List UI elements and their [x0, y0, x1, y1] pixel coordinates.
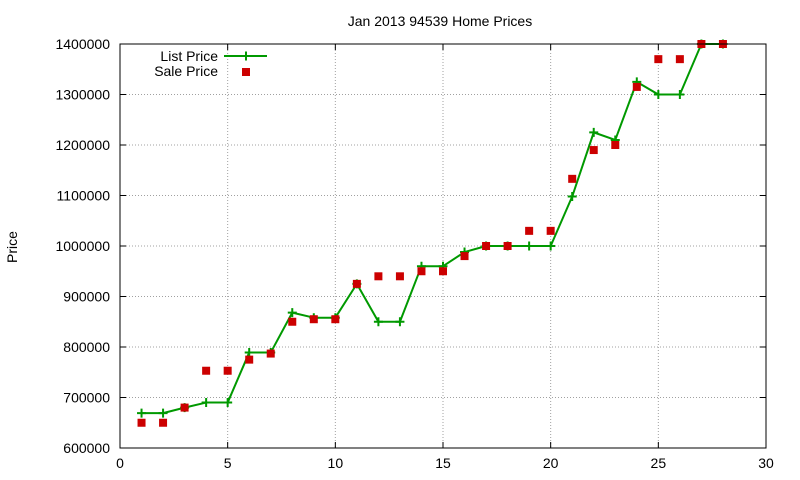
sale-price-point [482, 242, 491, 250]
list-price-point [244, 348, 254, 358]
x-tick-label: 30 [758, 455, 774, 471]
list-price-point [137, 408, 147, 418]
sale-price-point [245, 355, 254, 364]
y-axis-label: Price [4, 231, 20, 263]
sale-price-point [654, 55, 663, 64]
list-price-line [141, 43, 723, 415]
sale-price-point [159, 418, 168, 427]
list-price-point [589, 127, 599, 137]
y-tick-label: 1300000 [55, 87, 110, 103]
sale-price-point [352, 279, 361, 288]
x-tick-label: 0 [116, 455, 124, 471]
sale-price-point [202, 366, 211, 375]
sale-price-point [374, 272, 383, 281]
y-tick-label: 1400000 [55, 36, 110, 52]
y-tick-label: 1100000 [57, 188, 111, 204]
x-tick-label: 10 [328, 455, 344, 471]
x-tick-label: 5 [224, 455, 232, 471]
grid-lines [120, 44, 766, 448]
list-price-point [653, 90, 663, 99]
sale-price-point [460, 252, 469, 261]
y-tick-label: 1000000 [55, 238, 110, 254]
list-price-point [201, 398, 211, 408]
sale-price-point [331, 315, 340, 324]
sale-price-point [503, 242, 512, 250]
sale-price-point [309, 315, 318, 324]
y-tick-label: 900000 [63, 289, 110, 305]
y-tick-label: 700000 [63, 390, 110, 406]
sale-price-point [632, 82, 641, 91]
sale-price-point [137, 418, 146, 427]
legend: List Price Sale Price [154, 48, 267, 79]
data-series [137, 39, 728, 427]
sale-price-point [266, 349, 275, 358]
y-tick-label: 600000 [63, 440, 110, 456]
sale-price-point [589, 146, 598, 155]
list-price-point [158, 408, 168, 418]
list-price-point [373, 317, 383, 327]
sale-price-point [546, 226, 555, 235]
list-price-point [675, 90, 685, 99]
sale-price-point [439, 267, 447, 276]
chart-title: Jan 2013 94539 Home Prices [348, 13, 532, 29]
list-price-point [395, 317, 405, 327]
sale-price-point [180, 403, 189, 412]
y-tick-label: 800000 [63, 339, 110, 355]
legend-marker-sale-price [242, 68, 250, 76]
legend-label-sale-price: Sale Price [154, 63, 218, 79]
sale-price-point [611, 141, 620, 149]
sale-price-point [395, 272, 404, 281]
list-price-point [223, 398, 233, 408]
sale-price-point [568, 174, 577, 183]
legend-marker-list-price [241, 51, 251, 61]
list-price-point [546, 241, 556, 251]
x-tick-label: 25 [651, 455, 667, 471]
sale-price-point [417, 267, 426, 276]
plot-frame [119, 43, 767, 449]
x-tick-label: 20 [543, 455, 559, 471]
sale-price-point [675, 55, 684, 64]
sale-price-point [288, 317, 297, 326]
legend-label-list-price: List Price [160, 48, 218, 64]
y-tick-label: 1200000 [55, 137, 110, 153]
axis-ticks: 0 5 10 15 20 25 30 600000 700000 800000 900000 1000… [55, 36, 774, 471]
sale-price-point [525, 226, 534, 235]
list-price-point [524, 241, 534, 251]
list-price-point [287, 308, 297, 318]
list-price-point [567, 192, 577, 202]
x-tick-label: 15 [435, 455, 451, 471]
sale-price-point [223, 366, 232, 375]
